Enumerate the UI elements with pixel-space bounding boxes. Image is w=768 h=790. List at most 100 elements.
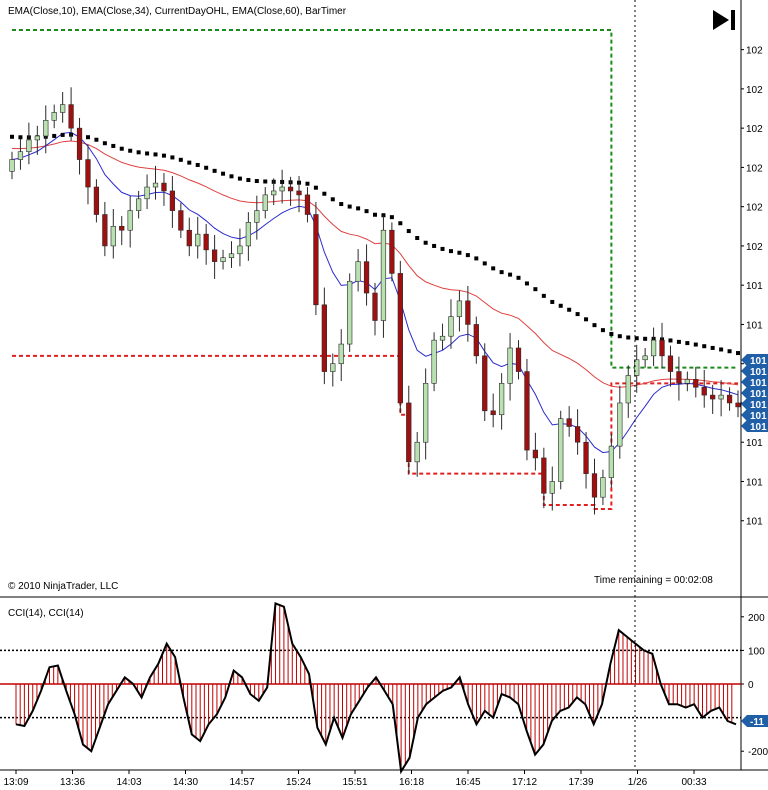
current-day-levels (12, 29, 738, 510)
candle-down (161, 182, 167, 192)
candle-up (625, 375, 631, 404)
ema60-dot (533, 287, 538, 292)
ema60-dot (406, 229, 411, 234)
time-tick-label: 15:51 (342, 777, 367, 788)
ema60-dot (415, 235, 420, 240)
cci-tick-label: 100 (748, 646, 765, 657)
time-x-axis: 13:09 13:36 14:03 14:30 14:57 15:24 15:51 16:18… (3, 770, 707, 788)
price-tag-label: 101 (750, 389, 767, 400)
ema60-dot (736, 351, 740, 356)
ema60-dot (204, 165, 209, 170)
price-tag-label: 101 (750, 422, 767, 433)
ema60-dot (668, 338, 673, 343)
ema60-dot (575, 312, 580, 317)
time-tick-label: 13:09 (3, 777, 28, 788)
candle-up (279, 186, 285, 192)
price-tag: 101 (741, 398, 768, 411)
ema60-dot (313, 185, 318, 190)
candle-up (549, 481, 555, 494)
candle-down (304, 194, 311, 215)
time-tick-label: 1/26 (628, 777, 648, 788)
ema60-dot (448, 249, 453, 254)
ema60-dot (10, 134, 14, 139)
time-tick-label: 17:39 (568, 777, 593, 788)
candle-up (43, 119, 49, 137)
candle-up (414, 441, 420, 463)
price-tag: 101 (741, 420, 768, 433)
ema60-dot (111, 143, 116, 148)
ema60-dot (221, 171, 226, 176)
ema60-dot (474, 256, 479, 261)
time-tick-label: 14:57 (229, 777, 254, 788)
candle-up (26, 139, 32, 153)
ema60-dot (634, 336, 639, 341)
ema60-dot (398, 221, 403, 226)
price-tick-label: 101 (746, 281, 763, 292)
candle-up (271, 190, 277, 196)
price-tag-label: 101 (750, 378, 767, 389)
time-tick-label: 16:18 (399, 777, 424, 788)
ema60-dot (491, 266, 496, 271)
candle-down (296, 190, 302, 196)
price-tag-shape (741, 376, 768, 388)
ema60-dot (482, 261, 487, 266)
ema60-dot (719, 347, 724, 352)
candle-down (541, 457, 547, 494)
price-tag-shape (741, 354, 768, 366)
time-tick-label: 16:45 (455, 777, 480, 788)
ema60-dot (305, 181, 310, 186)
ema60-dot (18, 135, 23, 140)
candle-up (262, 194, 268, 211)
ema60-dot (85, 135, 90, 140)
ema60-dot (60, 132, 65, 137)
ema60-dot (339, 202, 344, 207)
price-tick-label: 102 (746, 46, 763, 57)
candle-up (456, 300, 463, 317)
candle-up (136, 198, 142, 211)
ema60-dot (609, 331, 614, 336)
skip-to-end-button[interactable] (713, 10, 735, 30)
ema60-dot (373, 212, 377, 217)
candle-down (178, 210, 184, 231)
candle-down (659, 339, 665, 357)
ema60-dot (457, 250, 462, 255)
ema60-dot (389, 215, 394, 220)
skip-to-end-icon (713, 10, 729, 30)
candle-up (144, 186, 150, 200)
candle-up (448, 316, 454, 337)
candle-down (68, 104, 74, 129)
ema60-dot (685, 341, 690, 346)
time-tick-label: 00:33 (681, 777, 706, 788)
ema60-dot (161, 153, 166, 158)
time-tick-label: 14:30 (173, 777, 198, 788)
candle-up (330, 363, 336, 372)
candle-up (499, 383, 505, 416)
ema60-dot (727, 349, 732, 354)
candle-up (600, 477, 606, 498)
cci-tick-label: 0 (748, 680, 754, 691)
candle-up (380, 229, 387, 321)
ema60-dot (626, 335, 631, 340)
candle-up (17, 151, 24, 160)
candle-down (667, 355, 674, 372)
price-tag: 101 (741, 409, 768, 422)
ema60-dot (178, 157, 183, 162)
ema60-dot (541, 293, 546, 298)
ema60-dot (617, 334, 622, 339)
price-tag-label: 101 (750, 356, 767, 367)
ema60-dot (600, 328, 605, 333)
candle-up (110, 225, 116, 247)
candle-down (482, 355, 488, 412)
ema60-dot (558, 303, 563, 308)
candle-up (347, 280, 353, 345)
candle-up (34, 135, 40, 141)
candle-down (321, 304, 327, 372)
price-tag: 101 (741, 354, 768, 367)
candle-up (617, 402, 623, 447)
candle-down (211, 249, 218, 262)
ema60-dot (364, 209, 369, 214)
candle-up (9, 159, 15, 172)
candle-down (676, 371, 682, 384)
